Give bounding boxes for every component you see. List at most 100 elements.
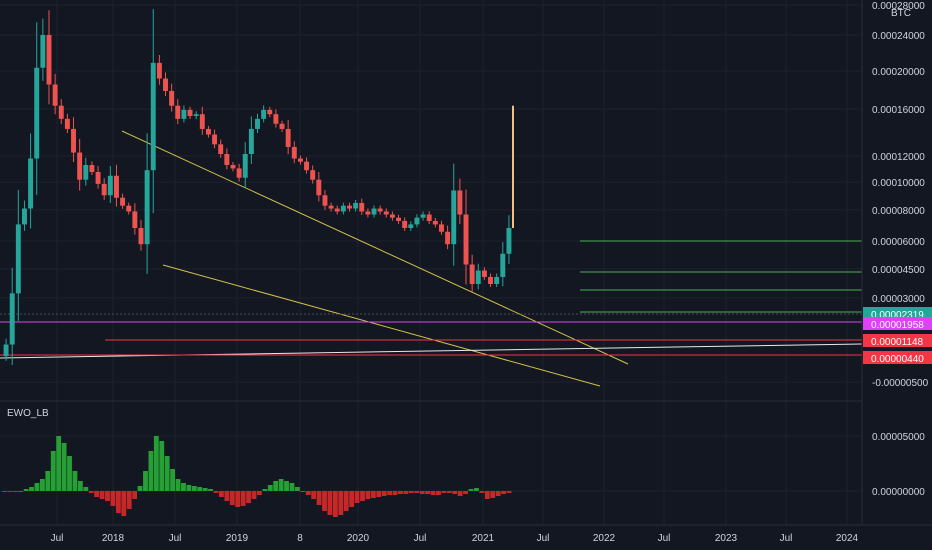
time-tick-label: 2021 <box>472 533 495 544</box>
candle-body <box>15 224 21 294</box>
histogram-bar <box>83 487 89 491</box>
histogram-bar <box>262 489 268 491</box>
candle-body <box>77 152 83 180</box>
histogram-bar <box>257 491 262 495</box>
histogram-bar <box>457 491 463 496</box>
candle-body <box>144 170 150 245</box>
histogram-bar <box>2 491 7 492</box>
candle-body <box>396 217 402 221</box>
time-axis[interactable]: Jul 2018 Jul 2019 8 2020 Jul 2021 Jul 2022 Jul 2023… <box>51 533 859 544</box>
histogram-bar <box>202 488 208 491</box>
histogram-bar <box>446 491 452 493</box>
histogram-bar <box>441 491 447 493</box>
candle-body <box>285 128 291 147</box>
histogram-bar <box>495 491 501 496</box>
histogram-bar <box>224 491 230 501</box>
histogram-bar <box>186 485 192 491</box>
candle-body <box>439 224 444 232</box>
time-tick-label: Jul <box>414 533 427 544</box>
price-tag-bg <box>863 334 932 347</box>
candle-body <box>95 172 101 184</box>
candle-body <box>463 214 469 265</box>
candle-body <box>120 197 126 206</box>
histogram-bar <box>365 491 371 499</box>
candle-body <box>389 214 395 218</box>
trendline-support <box>0 343 863 359</box>
ewo-histogram <box>2 436 512 517</box>
candle-body <box>347 205 352 209</box>
candle-body <box>101 183 107 196</box>
histogram-bar <box>213 491 219 493</box>
candle-body <box>402 220 408 229</box>
histogram-bar <box>408 491 414 493</box>
histogram-bar <box>479 491 485 493</box>
indicator-tick-label: 0.00005000 <box>872 432 925 443</box>
candle-body <box>383 211 389 215</box>
price-tick-label: 0.00020000 <box>872 67 925 78</box>
candle-body <box>328 205 334 209</box>
histogram-bar <box>56 436 62 491</box>
histogram-bar <box>501 491 506 494</box>
histogram-bar <box>278 479 284 491</box>
time-tick-label: Jul <box>780 533 793 544</box>
histogram-bar <box>403 491 409 494</box>
histogram-bar <box>197 487 203 491</box>
indicator-title[interactable]: EWO_LB <box>7 408 49 419</box>
price-tag-bg <box>863 351 932 364</box>
candle-body <box>34 67 40 159</box>
histogram-bar <box>12 491 18 492</box>
histogram-bar <box>18 491 24 492</box>
histogram-bar <box>370 491 376 498</box>
histogram-bar <box>267 485 273 491</box>
candle-body <box>40 35 46 68</box>
candle-body <box>89 164 95 173</box>
indicator-tick-label: 0.00000000 <box>872 487 925 498</box>
candle-body <box>255 118 260 129</box>
price-axis[interactable]: 0.00028000 0.00024000 0.00020000 0.00016000… <box>872 1 929 498</box>
histogram-bar <box>343 491 349 511</box>
candle-body <box>506 228 512 254</box>
histogram-bar <box>506 491 512 493</box>
candle-body <box>371 208 377 215</box>
price-tick-label: 0.00008000 <box>872 206 925 217</box>
candle-body <box>163 78 168 91</box>
histogram-bar <box>381 491 387 496</box>
time-tick-label: 2020 <box>347 533 370 544</box>
candle-body <box>365 211 371 215</box>
candle-body <box>261 109 267 119</box>
candle-body <box>58 105 64 119</box>
histogram-bar <box>468 489 474 491</box>
histogram-bar <box>126 491 132 509</box>
candle-body <box>132 211 138 229</box>
time-tick-label: 2019 <box>226 533 249 544</box>
candle-body <box>494 276 500 284</box>
price-tick-label: 0.00004500 <box>872 265 925 276</box>
histogram-bar <box>273 481 279 491</box>
histogram-bar <box>463 491 468 494</box>
histogram-bar <box>229 491 235 505</box>
price-tick-label: -0.00000500 <box>872 378 929 389</box>
price-tick-label: 0.00012000 <box>872 152 925 163</box>
candle-body <box>488 276 494 284</box>
candle-body <box>475 270 481 284</box>
candle-body <box>426 214 432 221</box>
time-tick-label: 2024 <box>836 533 859 544</box>
histogram-bar <box>115 491 121 513</box>
histogram-bar <box>29 487 34 491</box>
price-tag-label: 0.00000440 <box>871 354 924 365</box>
histogram-bar <box>327 491 333 515</box>
histogram-bar <box>219 491 224 497</box>
histogram-bar <box>153 436 159 491</box>
candle-body <box>218 144 224 154</box>
histogram-bar <box>419 491 425 494</box>
candle-body <box>273 114 279 124</box>
histogram-bar <box>235 491 241 507</box>
candle-body <box>199 114 205 129</box>
histogram-bar <box>181 483 186 491</box>
histogram-bar <box>148 451 154 491</box>
time-tick-label: Jul <box>537 533 550 544</box>
candle-body <box>28 158 34 209</box>
histogram-bar <box>67 456 72 491</box>
candle-body <box>248 128 254 154</box>
candle-body <box>500 253 506 277</box>
